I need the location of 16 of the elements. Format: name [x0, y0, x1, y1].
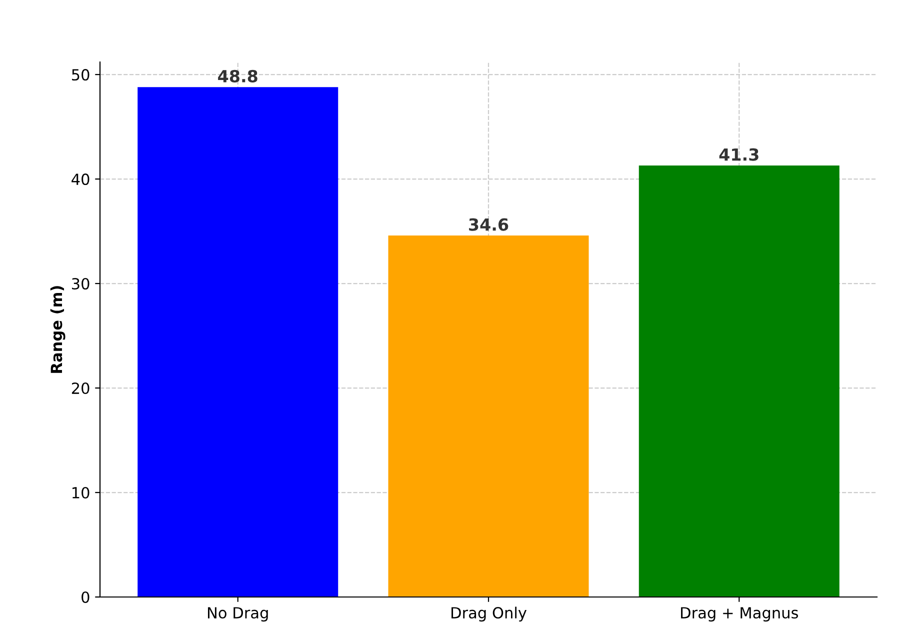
x-tick-label: Drag Only	[452, 606, 527, 622]
x-tick-label: Drag + Magnus	[681, 607, 798, 622]
y-axis-title: Range (m)	[50, 286, 66, 373]
y-tick-label: 10	[72, 486, 90, 499]
bar	[638, 165, 840, 597]
y-tick-label: 40	[72, 173, 90, 186]
bar	[388, 235, 589, 597]
bar	[138, 87, 338, 597]
y-tick-label: 30	[72, 278, 90, 290]
data-label: 48.8	[218, 70, 258, 82]
y-tick-label: 0	[82, 591, 90, 604]
data-label: 41.3	[719, 148, 758, 161]
y-tick-label: 20	[72, 382, 90, 394]
data-label: 34.6	[469, 218, 508, 231]
x-tick-label: No Drag	[208, 607, 268, 622]
y-tick-label: 50	[72, 69, 90, 81]
